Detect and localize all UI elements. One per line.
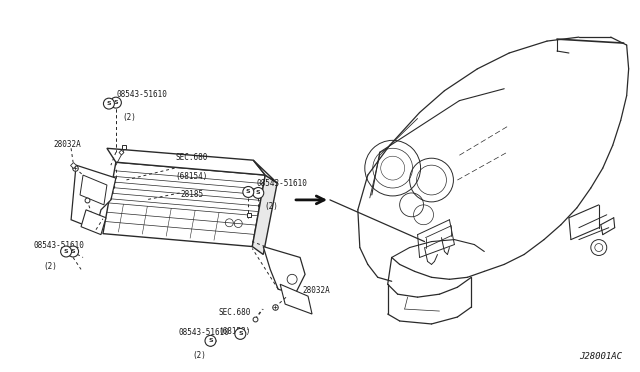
Polygon shape <box>280 284 312 314</box>
Text: S: S <box>208 339 212 343</box>
Text: S: S <box>64 249 68 254</box>
Circle shape <box>243 186 254 198</box>
Text: 28185: 28185 <box>180 190 204 199</box>
Circle shape <box>111 97 122 108</box>
Text: (2): (2) <box>44 262 57 272</box>
Text: 08543-51610: 08543-51610 <box>117 90 168 99</box>
Polygon shape <box>263 247 305 294</box>
Text: (68154): (68154) <box>175 172 208 181</box>
Circle shape <box>205 336 216 346</box>
Text: S: S <box>238 331 243 336</box>
Polygon shape <box>81 210 106 235</box>
Text: (2): (2) <box>264 202 278 211</box>
Text: S: S <box>71 249 76 254</box>
Circle shape <box>235 328 246 339</box>
Text: 08543-51610: 08543-51610 <box>256 179 307 188</box>
Text: (2): (2) <box>123 113 137 122</box>
Polygon shape <box>71 165 116 230</box>
Text: SEC.680: SEC.680 <box>218 308 251 317</box>
Circle shape <box>104 98 115 109</box>
Text: J28001AC: J28001AC <box>579 352 621 361</box>
Text: S: S <box>113 100 118 105</box>
Polygon shape <box>252 175 277 254</box>
Text: (2): (2) <box>193 351 207 360</box>
Text: 28032A: 28032A <box>302 286 330 295</box>
Text: 08543-51610: 08543-51610 <box>179 328 230 337</box>
Polygon shape <box>103 162 265 247</box>
Text: (68153): (68153) <box>218 327 251 336</box>
Polygon shape <box>107 148 265 175</box>
Text: 28032A: 28032A <box>53 140 81 149</box>
Circle shape <box>68 246 79 257</box>
Text: 08543-51610: 08543-51610 <box>33 241 84 250</box>
Circle shape <box>253 187 264 198</box>
Text: S: S <box>256 190 260 195</box>
Text: S: S <box>246 189 251 195</box>
Text: S: S <box>107 101 111 106</box>
Circle shape <box>61 246 72 257</box>
Polygon shape <box>253 160 277 183</box>
Text: SEC.680: SEC.680 <box>175 153 208 162</box>
